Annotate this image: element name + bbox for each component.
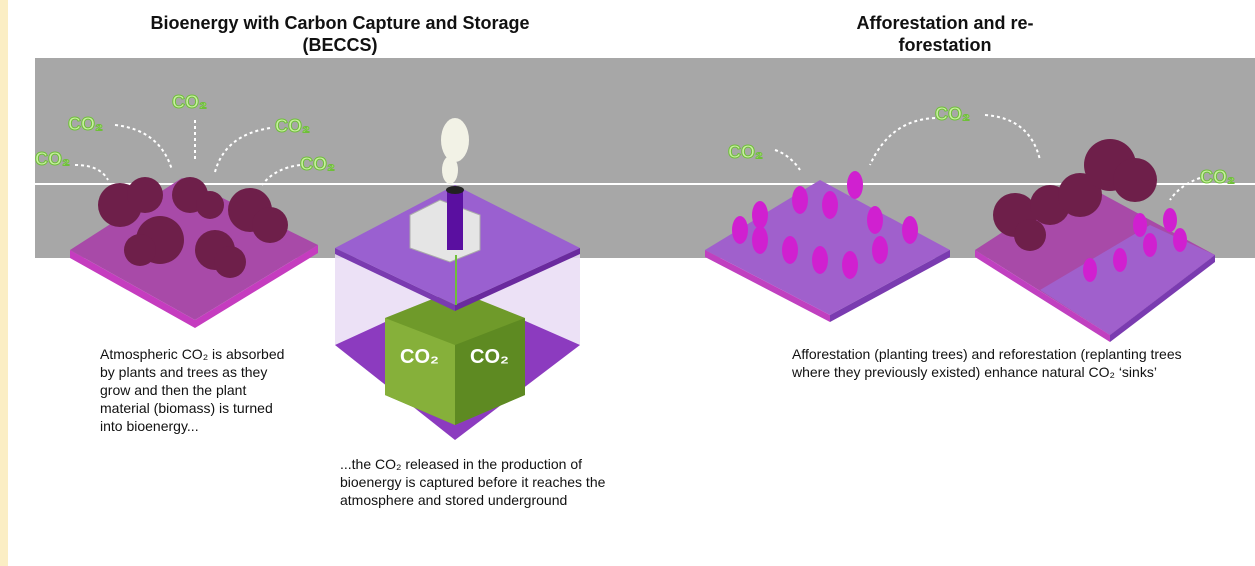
co2-label: CO₂ xyxy=(470,346,509,368)
co2-label: CO₂ xyxy=(300,154,335,174)
co2-label: CO₂ xyxy=(400,346,439,368)
co2-label: CO₂ xyxy=(35,149,70,169)
caption: Atmospheric CO₂ is absorbed by plants an… xyxy=(100,345,290,435)
co2-label: CO₂ xyxy=(172,92,207,112)
co2-label: CO₂ xyxy=(935,104,970,124)
co2-label: CO₂ xyxy=(275,116,310,136)
caption: ...the CO₂ released in the production of… xyxy=(340,455,640,509)
co2-label: CO₂ xyxy=(68,114,103,134)
page: CO₂ CO₂ CO₂ CO₂ CO₂ CO₂ CO₂ CO₂ CO₂ CO₂ Bioenergy… xyxy=(0,0,1255,566)
co2-label: CO₂ xyxy=(728,142,763,162)
afforestation-title: Afforestation and re-forestation xyxy=(820,12,1070,56)
beccs-title: Bioenergy with Carbon Capture and Storag… xyxy=(130,12,550,56)
co2-label: CO₂ xyxy=(1200,167,1235,187)
caption: Afforestation (planting trees) and refor… xyxy=(792,345,1182,381)
